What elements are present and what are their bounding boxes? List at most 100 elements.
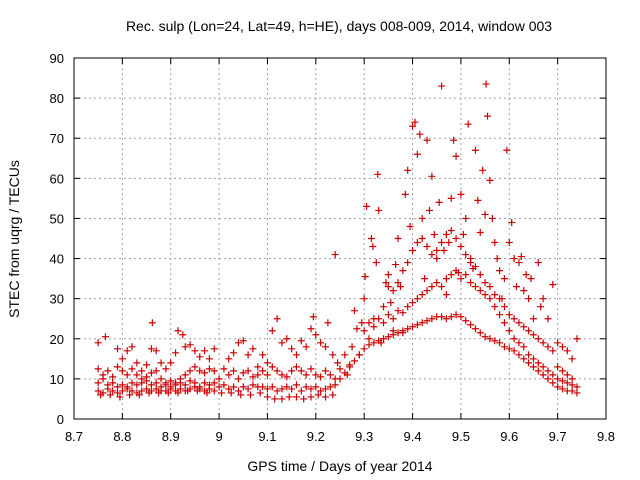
- data-point: [300, 395, 308, 403]
- data-point: [438, 82, 446, 90]
- x-tick-label: 8.8: [113, 429, 131, 444]
- data-point: [409, 247, 417, 255]
- data-point: [413, 150, 421, 158]
- data-point: [317, 339, 325, 347]
- data-point: [375, 315, 383, 323]
- data-point: [491, 291, 499, 299]
- data-point: [404, 166, 412, 174]
- data-point: [114, 389, 122, 397]
- data-point: [351, 357, 359, 365]
- data-point: [174, 327, 182, 335]
- data-point: [554, 375, 562, 383]
- data-point: [307, 393, 315, 401]
- data-point: [234, 387, 242, 395]
- data-point: [135, 391, 143, 399]
- data-point: [249, 373, 257, 381]
- data-point: [510, 255, 518, 263]
- data-point: [230, 367, 238, 375]
- data-point: [94, 339, 102, 347]
- data-point: [433, 279, 441, 287]
- x-tick-label: 9.4: [404, 429, 422, 444]
- data-point: [201, 379, 209, 387]
- axis-ticks: [73, 57, 607, 420]
- data-point: [317, 373, 325, 381]
- data-point: [464, 120, 472, 128]
- data-point: [244, 351, 252, 359]
- data-point: [369, 243, 377, 251]
- data-point: [384, 311, 392, 319]
- data-point: [522, 271, 530, 279]
- data-point: [263, 393, 271, 401]
- data-point: [563, 347, 571, 355]
- data-point: [147, 369, 155, 377]
- data-point: [346, 363, 354, 371]
- data-point: [438, 313, 446, 321]
- data-point: [285, 393, 293, 401]
- data-point: [181, 371, 189, 379]
- data-point: [167, 377, 175, 385]
- data-point: [365, 335, 373, 343]
- data-point: [360, 345, 368, 353]
- data-point: [380, 303, 388, 311]
- data-point: [496, 311, 504, 319]
- data-point: [292, 363, 300, 371]
- data-point: [452, 152, 460, 160]
- data-point: [329, 391, 337, 399]
- data-point: [380, 335, 388, 343]
- data-point: [186, 341, 194, 349]
- data-point: [568, 355, 576, 363]
- data-point: [445, 239, 453, 247]
- data-point: [341, 351, 349, 359]
- data-point: [94, 365, 102, 373]
- data-point: [239, 369, 247, 377]
- data-point: [239, 383, 247, 391]
- data-point: [374, 170, 382, 178]
- x-tick-label: 9.2: [307, 429, 325, 444]
- data-point: [525, 327, 533, 335]
- x-tick-label: 9: [215, 429, 222, 444]
- data-point: [515, 259, 523, 267]
- data-point: [529, 331, 537, 339]
- data-point: [428, 251, 436, 259]
- data-point: [459, 230, 467, 238]
- data-point: [510, 335, 518, 343]
- data-point: [462, 214, 470, 222]
- data-point: [428, 283, 436, 291]
- data-point: [361, 273, 369, 281]
- data-point: [401, 190, 409, 198]
- data-point: [353, 325, 361, 333]
- data-point: [109, 387, 117, 395]
- data-point: [220, 365, 228, 373]
- data-point: [500, 303, 508, 311]
- data-point: [471, 283, 479, 291]
- data-point: [307, 385, 315, 393]
- grid-lines: [74, 58, 606, 419]
- data-point: [515, 351, 523, 359]
- data-point: [513, 283, 521, 291]
- data-point: [263, 371, 271, 379]
- data-point: [520, 355, 528, 363]
- data-point: [196, 353, 204, 361]
- data-point: [484, 112, 492, 120]
- data-point: [225, 355, 233, 363]
- data-point: [152, 347, 160, 355]
- data-point: [109, 373, 117, 381]
- data-point: [184, 387, 192, 395]
- data-point: [505, 345, 513, 353]
- data-point: [321, 385, 329, 393]
- data-point: [500, 319, 508, 327]
- data-point: [537, 303, 545, 311]
- data-point: [496, 267, 504, 275]
- data-point: [230, 349, 238, 357]
- data-point: [442, 275, 450, 283]
- y-tick-label: 50: [50, 211, 64, 226]
- data-point: [486, 295, 494, 303]
- y-tick-label: 80: [50, 91, 64, 106]
- data-point: [307, 365, 315, 373]
- data-point: [471, 325, 479, 333]
- data-point: [423, 136, 431, 144]
- data-point: [162, 381, 170, 389]
- data-point: [525, 295, 533, 303]
- data-point: [288, 367, 296, 375]
